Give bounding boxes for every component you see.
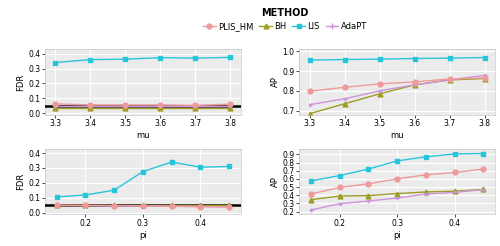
Legend: PLIS_HM, BH, LIS, AdaPT: PLIS_HM, BH, LIS, AdaPT bbox=[200, 4, 370, 34]
X-axis label: mu: mu bbox=[390, 131, 404, 140]
X-axis label: mu: mu bbox=[136, 131, 149, 140]
Y-axis label: FDR: FDR bbox=[16, 173, 25, 190]
Y-axis label: AP: AP bbox=[270, 176, 280, 187]
X-axis label: pi: pi bbox=[394, 231, 401, 240]
Y-axis label: FDR: FDR bbox=[16, 73, 25, 91]
Y-axis label: AP: AP bbox=[270, 77, 280, 87]
X-axis label: pi: pi bbox=[139, 231, 146, 240]
